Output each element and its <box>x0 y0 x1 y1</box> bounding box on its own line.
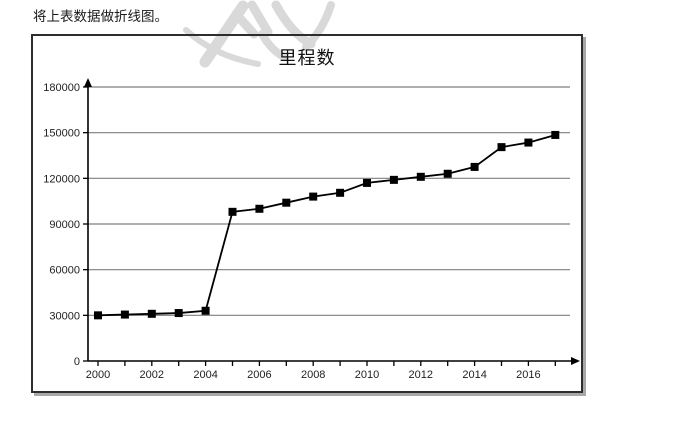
data-point-marker <box>94 311 102 320</box>
y-tick-label: 90000 <box>49 219 80 231</box>
data-point-marker <box>497 143 506 152</box>
data-point-marker <box>147 309 156 318</box>
data-point-marker <box>201 306 210 315</box>
y-tick-label: 60000 <box>49 265 80 277</box>
x-tick-label: 2016 <box>516 369 540 381</box>
y-tick-label: 0 <box>74 356 80 368</box>
data-point-marker <box>174 309 183 318</box>
y-axis-arrow <box>84 78 92 87</box>
y-tick-label: 120000 <box>43 173 80 185</box>
axes <box>84 78 580 365</box>
watermark-stroke <box>247 0 273 37</box>
data-point-marker <box>255 204 264 213</box>
data-point-marker <box>120 310 129 319</box>
x-tick-label: 2008 <box>301 369 325 381</box>
data-series <box>94 130 560 320</box>
x-axis-arrow <box>571 357 580 365</box>
x-tick-labels: 2000 2002 2004 2006 2008 2010 2012 2014 2016 <box>86 361 556 381</box>
y-tick-label: 180000 <box>43 82 80 94</box>
data-point-marker <box>524 138 533 147</box>
data-point-marker <box>470 162 479 171</box>
x-tick-label: 2012 <box>409 369 433 381</box>
watermark-stroke <box>231 9 259 39</box>
series-line <box>97 134 556 317</box>
x-tick-label: 2006 <box>247 369 271 381</box>
y-tick-label: 150000 <box>43 128 80 140</box>
chart-title: 里程数 <box>278 48 336 68</box>
instruction-text: 将上表数据做折线图。 <box>33 9 168 24</box>
y-tick-label: 30000 <box>49 310 80 322</box>
data-point-marker <box>228 207 237 216</box>
x-tick-label: 2000 <box>86 369 110 381</box>
chart-panel: 0 30000 60000 90000 120000 150000 180000 2000 20… <box>31 34 583 393</box>
data-point-marker <box>363 178 371 187</box>
data-point-marker <box>336 188 345 197</box>
watermark-stroke <box>302 1 335 51</box>
x-tick-label: 2014 <box>462 369 486 381</box>
data-point-marker <box>309 192 318 201</box>
data-point-marker <box>282 198 291 207</box>
data-point-marker <box>443 169 452 178</box>
data-point-marker <box>416 172 425 181</box>
y-tick-labels: 0 30000 60000 90000 120000 150000 180000 <box>43 82 88 368</box>
data-point-marker <box>551 130 560 139</box>
x-tick-label: 2004 <box>193 369 217 381</box>
data-point-marker <box>389 175 398 184</box>
x-tick-label: 2010 <box>355 369 379 381</box>
y-gridlines <box>88 86 570 316</box>
watermark-stroke <box>258 30 288 61</box>
x-tick-label: 2002 <box>140 369 164 381</box>
